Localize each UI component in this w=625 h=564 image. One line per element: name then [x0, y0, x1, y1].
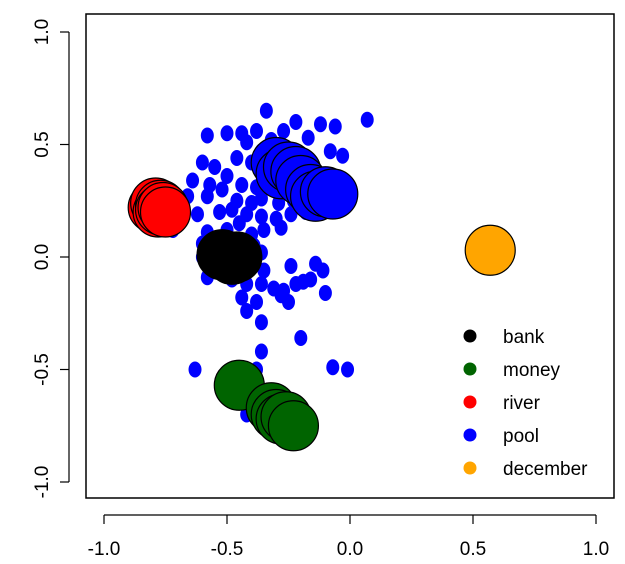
data-point-pool: [230, 150, 244, 166]
data-point-pool: [289, 114, 303, 130]
data-point-pool: [190, 206, 204, 223]
data-point-pool: [220, 168, 234, 184]
data-point-bank-large: [211, 231, 263, 283]
data-point-pool: [294, 330, 308, 346]
data-point-pool: [254, 276, 268, 292]
x-tick-label: -1.0: [88, 539, 121, 560]
data-point-pool: [328, 118, 342, 135]
data-point-pool: [208, 159, 222, 175]
data-point-pool: [360, 111, 374, 128]
data-point-pool: [200, 127, 214, 144]
data-point-pool: [225, 201, 239, 218]
data-point-pool: [341, 361, 355, 378]
data-point-pool: [257, 222, 271, 238]
y-tick-label: -0.5: [32, 353, 53, 386]
data-point-pool: [250, 294, 264, 310]
data-point-pool: [326, 359, 340, 376]
data-point-money-large: [267, 400, 320, 452]
data-point-pool: [200, 188, 214, 205]
data-point-pool: [240, 134, 254, 151]
data-point-pool: [213, 204, 227, 220]
x-tick-label: -0.5: [211, 539, 244, 560]
data-point-pool: [215, 181, 229, 198]
data-point-pool: [277, 123, 291, 139]
plot-frame: [85, 13, 615, 499]
legend-label-pool: pool: [503, 426, 539, 447]
legend-marker-money: [463, 362, 477, 376]
data-point-pool: [235, 289, 249, 306]
data-point-december-large: [464, 224, 516, 276]
data-point-pool: [323, 143, 337, 160]
data-point-pool-large: [307, 168, 359, 220]
data-point-pool: [254, 314, 268, 331]
legend-marker-pool: [463, 428, 477, 442]
axes-layer: -1.0 -0.5 0.0 0.5 1.0 -1.0 -0.5 0.0 0.5 1.0: [32, 19, 609, 560]
data-point-pool: [336, 147, 350, 164]
legend-label-bank: bank: [503, 327, 545, 348]
legend-label-december: december: [503, 459, 588, 480]
data-point-pool: [274, 219, 288, 236]
data-point-pool: [304, 271, 318, 288]
legend-label-money: money: [503, 360, 561, 381]
data-point-pool: [313, 116, 327, 133]
x-tick-label: 0.5: [460, 539, 486, 560]
y-tick-label: 0.5: [32, 131, 53, 157]
x-tick-label: 0.0: [337, 539, 363, 560]
data-point-pool: [220, 125, 234, 142]
data-point-pool: [254, 343, 268, 360]
legend: bank money river pool december: [463, 327, 588, 480]
data-point-pool: [259, 102, 273, 119]
data-point-pool: [195, 154, 209, 171]
data-point-pool: [254, 208, 268, 225]
legend-marker-december: [463, 461, 477, 475]
data-point-pool: [257, 262, 271, 279]
data-point-pool: [188, 361, 202, 378]
points-layer: [127, 102, 516, 452]
y-tick-label: 1.0: [32, 19, 53, 45]
x-tick-label: 1.0: [583, 539, 609, 560]
legend-label-river: river: [503, 393, 541, 414]
data-point-pool: [318, 285, 332, 301]
data-point-pool: [284, 258, 298, 274]
data-point-pool: [232, 215, 246, 232]
data-point-pool: [282, 294, 295, 310]
data-point-pool: [316, 262, 330, 279]
y-tick-label: 0.0: [32, 244, 53, 270]
legend-marker-river: [463, 395, 477, 409]
data-point-pool: [301, 129, 315, 146]
data-point-pool: [250, 123, 264, 139]
data-point-pool: [186, 172, 200, 189]
legend-marker-bank: [463, 329, 477, 343]
data-point-pool: [240, 303, 254, 319]
y-tick-label: -1.0: [32, 466, 53, 499]
data-point-pool: [254, 190, 268, 207]
data-point-river-large: [139, 186, 192, 238]
data-point-pool: [235, 177, 249, 193]
